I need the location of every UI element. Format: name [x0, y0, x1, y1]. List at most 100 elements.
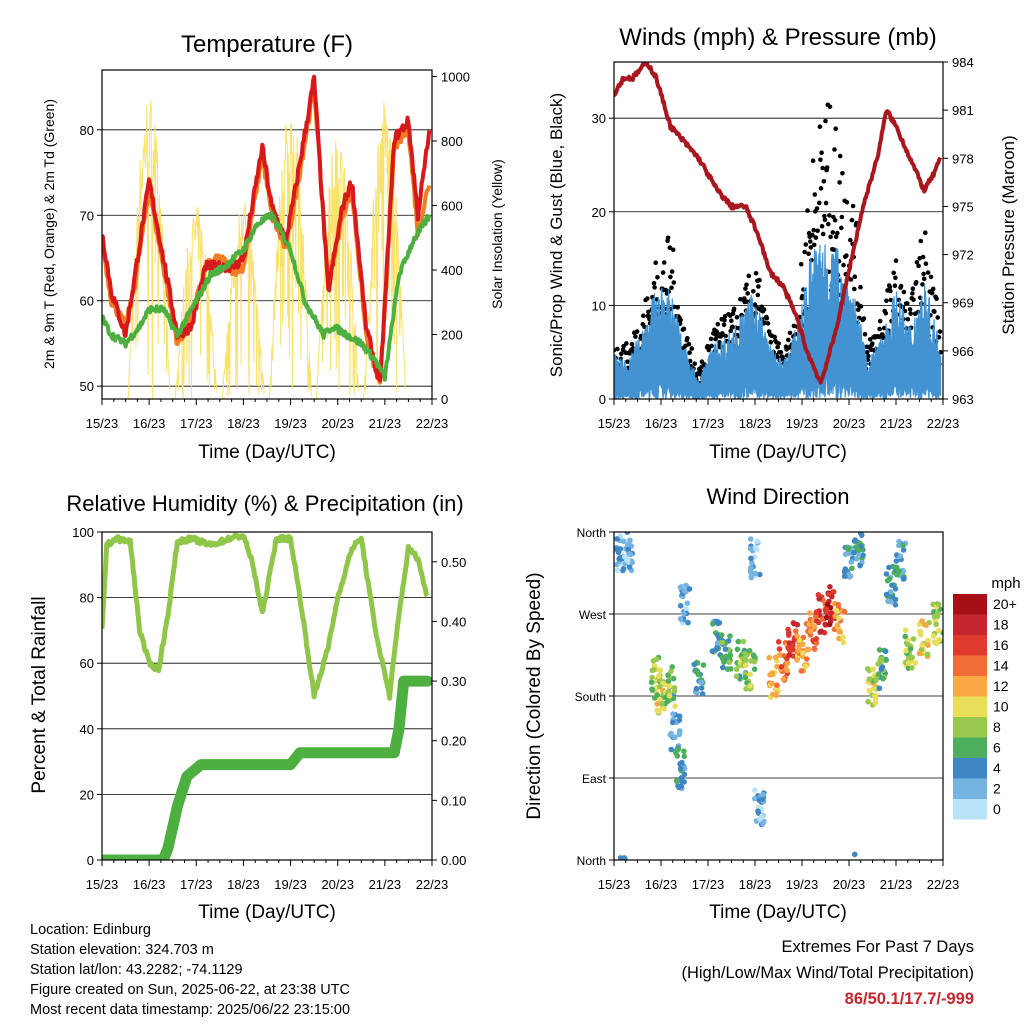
gust-point	[905, 301, 910, 306]
direction-point	[620, 566, 627, 572]
direction-point	[672, 734, 678, 740]
legend-title: mph	[991, 575, 1020, 592]
x-tick-label: 20/23	[321, 416, 354, 431]
direction-point	[614, 567, 621, 573]
gust-point	[620, 347, 626, 353]
gust-point	[817, 124, 823, 129]
wind-x-axis-label: Time (Day/UTC)	[709, 442, 847, 463]
direction-point	[889, 582, 895, 588]
direction-point	[902, 633, 908, 640]
direction-point	[871, 685, 877, 692]
gust-point	[734, 315, 740, 320]
direction-point	[721, 659, 727, 665]
direction-point	[806, 621, 812, 628]
direction-point	[677, 584, 684, 591]
gust-point	[818, 186, 824, 191]
direction-point	[747, 671, 753, 678]
direction-point	[648, 679, 655, 686]
gust-point	[907, 307, 913, 312]
direction-point	[654, 692, 660, 698]
station-elevation: Station elevation: 324.703 m	[30, 942, 214, 958]
direction-point	[796, 643, 802, 650]
plot-frame	[613, 531, 944, 861]
direction-point	[627, 551, 634, 558]
direction-point	[654, 701, 660, 707]
gust-point	[819, 150, 824, 155]
legend-label: 6	[993, 740, 1001, 756]
direction-point	[747, 536, 754, 542]
gust-point	[661, 260, 667, 265]
direction-point	[897, 553, 904, 559]
direction-point	[788, 647, 794, 653]
y-tick-label: 80	[80, 123, 94, 138]
gust-point	[848, 277, 854, 282]
gust-point	[778, 350, 784, 355]
x-tick-label: 19/23	[786, 877, 819, 892]
gust-point	[751, 289, 756, 294]
y2-tick-label: 969	[952, 296, 974, 311]
gust-point	[839, 214, 845, 220]
figure-created: Figure created on Sun, 2025-06-22, at 23…	[30, 982, 350, 998]
gust-point	[651, 281, 657, 286]
x-tick-label: 18/23	[739, 416, 772, 431]
gust-point	[810, 232, 815, 238]
gust-point	[731, 306, 737, 312]
direction-point	[844, 544, 851, 551]
gust-point	[828, 234, 833, 240]
direction-point	[755, 808, 761, 814]
direction-point	[835, 601, 842, 608]
direction-point	[819, 616, 826, 622]
direction-point	[857, 562, 863, 569]
gust-point	[934, 296, 939, 302]
extremes-box: Extremes For Past 7 Days (High/Low/Max W…	[681, 934, 974, 1012]
direction-point	[760, 796, 766, 802]
direction-point	[681, 753, 688, 760]
direction-point	[780, 676, 787, 683]
direction-point	[896, 538, 902, 545]
direction-point	[670, 719, 676, 726]
gust-point	[624, 341, 629, 346]
gust-point	[830, 230, 836, 235]
direction-point	[742, 662, 749, 669]
direction-point	[855, 547, 862, 553]
y2-tick-label: 0.20	[441, 734, 466, 749]
direction-point	[833, 607, 840, 614]
direction-point	[876, 685, 883, 692]
x-tick-label: 20/23	[321, 877, 354, 892]
direction-point	[909, 665, 915, 671]
direction-point	[754, 538, 760, 545]
direction-point	[905, 660, 912, 666]
direction-point	[670, 695, 677, 702]
direction-point	[836, 615, 842, 622]
direction-point	[699, 691, 706, 697]
direction-point	[626, 564, 633, 570]
direction-point	[919, 642, 926, 648]
y2-tick-label: 0.40	[441, 614, 466, 629]
direction-point	[752, 795, 758, 802]
direction-point	[668, 730, 674, 737]
direction-point	[785, 632, 792, 638]
gust-point	[901, 289, 907, 295]
gust-point	[823, 200, 829, 206]
gust-point	[864, 349, 870, 355]
direction-point	[734, 646, 741, 653]
gust-point	[910, 291, 915, 296]
direction-point	[935, 610, 941, 617]
direction-point	[769, 680, 775, 687]
direction-point	[790, 642, 796, 649]
direction-point	[896, 568, 902, 574]
direction-point	[853, 556, 860, 562]
y-tick-label: West	[579, 608, 607, 622]
direction-point	[614, 536, 620, 542]
direction-point	[794, 633, 800, 639]
y-tick-label: 50	[80, 379, 94, 394]
direction-point	[728, 666, 734, 672]
direction-point	[933, 640, 940, 647]
gust-point	[806, 251, 811, 257]
direction-point	[776, 646, 783, 652]
legend-label: 14	[993, 658, 1009, 674]
gust-point	[881, 325, 887, 331]
gust-point	[805, 208, 810, 213]
direction-point	[800, 634, 807, 641]
temperature-y-axis-label: 2m & 9m T (Red, Orange) & 2m Td (Green)	[41, 99, 57, 369]
